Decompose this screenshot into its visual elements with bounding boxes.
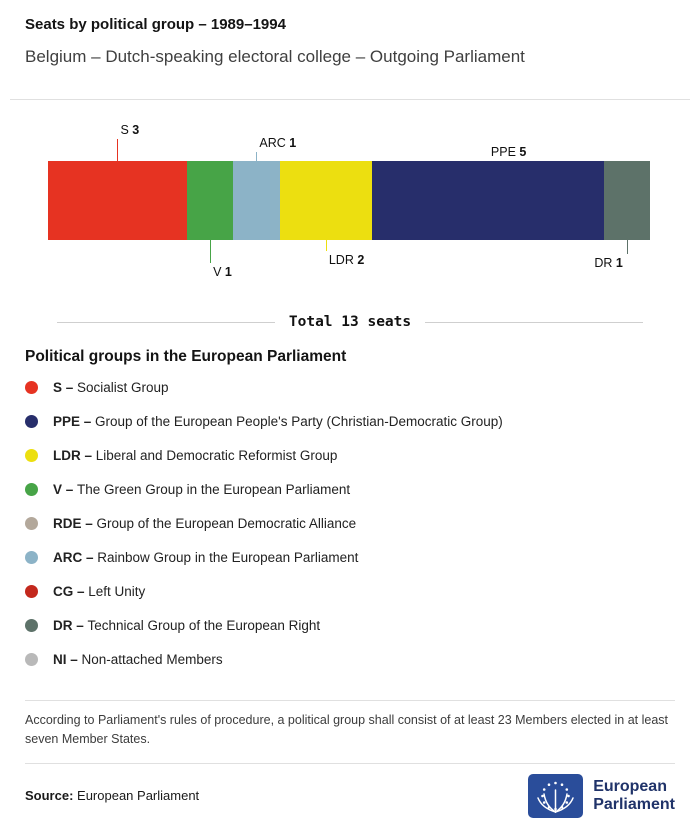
header: Seats by political group – 1989–1994 Bel…: [0, 0, 700, 67]
legend-item-DR: DR – Technical Group of the European Rig…: [25, 608, 675, 642]
legend-item-label: ARC – Rainbow Group in the European Parl…: [53, 549, 359, 565]
leader-line-S: [117, 139, 119, 162]
legend-item-label: CG – Left Unity: [53, 583, 146, 599]
footnote: According to Parliament's rules of proce…: [25, 713, 668, 746]
legend-color-dot: [25, 482, 38, 496]
legend-color-dot: [25, 652, 38, 666]
page-title: Seats by political group – 1989–1994: [25, 16, 286, 33]
total-seats-row: Total 13 seats: [57, 314, 643, 330]
legend-item-S: S – Socialist Group: [25, 370, 675, 404]
legend-heading: Political groups in the European Parliam…: [25, 348, 347, 366]
divider-line-right: [425, 321, 643, 323]
footnote-divider: [25, 700, 675, 702]
total-seats-label: Total 13 seats: [288, 314, 412, 331]
legend-item-label: PPE – Group of the European People's Par…: [53, 413, 503, 429]
seat-label-V: V 1: [213, 265, 232, 280]
legend-color-dot: [25, 550, 38, 564]
legend-item-label: LDR – Liberal and Democratic Reformist G…: [53, 447, 338, 463]
bar-segment-S[interactable]: [48, 161, 187, 241]
header-divider: [10, 99, 690, 101]
leader-line-V: [210, 240, 212, 264]
bar-segment-ARC[interactable]: [233, 161, 280, 241]
leader-line-ARC: [256, 152, 258, 162]
seats-bar-chart: S 3 V 1 ARC 1 LDR 2 PPE 5 DR 1: [0, 100, 700, 290]
legend-item-label: S – Socialist Group: [53, 379, 169, 395]
seat-label-S: S 3: [120, 123, 140, 138]
seat-label-DR: DR 1: [594, 256, 623, 271]
bar-segment-PPE[interactable]: [372, 161, 604, 241]
bar-segment-LDR[interactable]: [279, 161, 373, 241]
legend-color-dot: [25, 448, 38, 462]
logo-wordmark: European Parliament: [593, 778, 675, 814]
european-parliament-logo: European Parliament: [528, 773, 675, 818]
legend-item-label: RDE – Group of the European Democratic A…: [53, 515, 357, 531]
leader-line-LDR: [325, 240, 327, 252]
footer-divider: [25, 762, 675, 764]
page-subtitle: Belgium – Dutch-speaking electoral colle…: [25, 47, 525, 66]
bar-segment-V[interactable]: [186, 161, 234, 241]
legend-color-dot: [25, 584, 38, 598]
logo-word-1: European: [593, 777, 667, 795]
legend-item-label: NI – Non-attached Members: [53, 651, 223, 667]
legend-item-CG: CG – Left Unity: [25, 574, 675, 608]
seat-label-PPE: PPE 5: [490, 145, 527, 160]
eu-stars-hemicycle-icon: [528, 773, 584, 818]
legend-item-PPE: PPE – Group of the European People's Par…: [25, 404, 675, 438]
legend-color-dot: [25, 618, 38, 632]
source-line: Source: European Parliament: [25, 788, 199, 803]
seat-label-LDR: LDR 2: [328, 253, 365, 268]
legend-item-LDR: LDR – Liberal and Democratic Reformist G…: [25, 438, 675, 472]
legend-color-dot: [25, 516, 38, 530]
footer: Source: European Parliament: [25, 773, 675, 818]
legend-item-label: V – The Green Group in the European Parl…: [53, 481, 351, 497]
legend-color-dot: [25, 380, 38, 394]
bar-callouts: S 3 V 1 ARC 1 LDR 2 PPE 5 DR 1: [48, 100, 650, 290]
legend-item-NI: NI – Non-attached Members: [25, 642, 675, 676]
source-label: Source:: [25, 788, 74, 804]
legend-list: S – Socialist Group PPE – Group of the Eu…: [25, 370, 675, 676]
source-value: European Parliament: [77, 788, 200, 804]
divider-line-left: [57, 321, 275, 323]
legend-item-RDE: RDE – Group of the European Democratic A…: [25, 506, 675, 540]
bar-segment-DR[interactable]: [603, 161, 650, 241]
legend-item-ARC: ARC – Rainbow Group in the European Parl…: [25, 540, 675, 574]
stacked-bar: [48, 161, 650, 241]
seat-label-ARC: ARC 1: [259, 136, 297, 151]
leader-line-DR: [626, 240, 628, 255]
legend-item-label: DR – Technical Group of the European Rig…: [53, 617, 321, 633]
legend-color-dot: [25, 414, 38, 428]
legend-item-V: V – The Green Group in the European Parl…: [25, 472, 675, 506]
logo-word-2: Parliament: [593, 795, 675, 813]
